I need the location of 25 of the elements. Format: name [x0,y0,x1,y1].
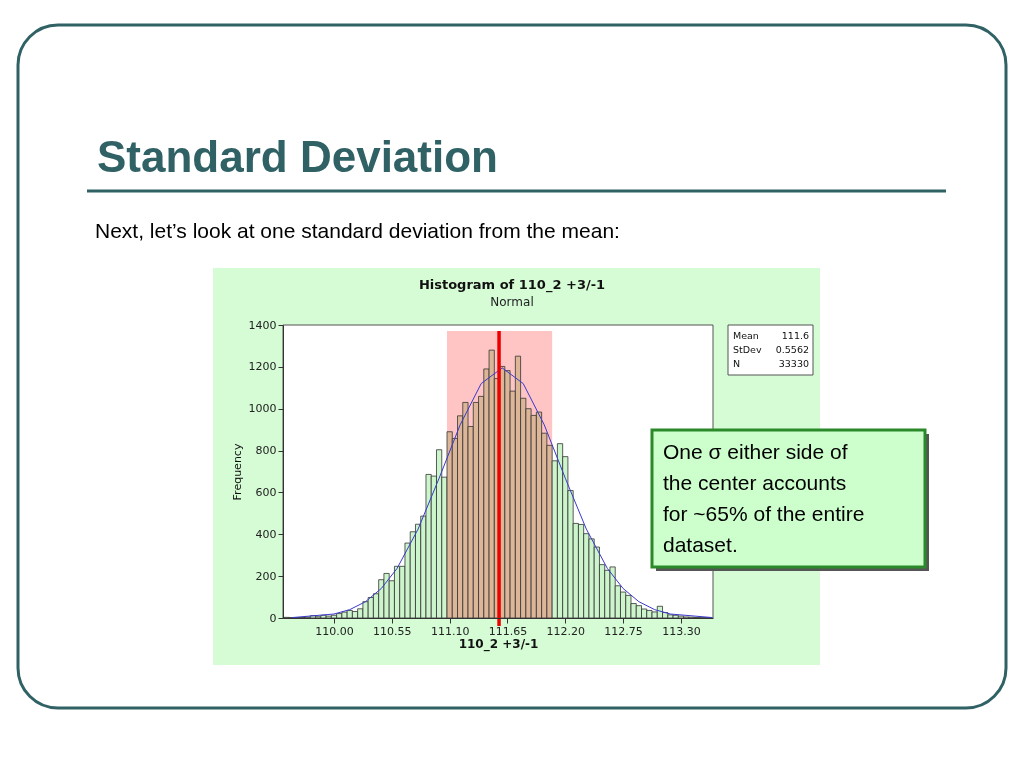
x-tick-label: 110.00 [315,624,354,638]
y-tick-label: 0 [269,611,277,625]
chart-subtitle: Normal [490,295,534,309]
x-tick-label: 112.75 [604,624,643,638]
y-tick-label: 1200 [248,360,277,374]
y-tick-label: 1000 [248,402,277,416]
y-tick-label: 800 [255,444,277,458]
text: Next, let’s look at one standard deviation from the mean: [95,219,620,242]
text: Mean 111.6 [733,330,809,341]
y-axis-title: Frequency [230,443,244,501]
text: Standard Deviation [97,132,498,181]
y-tick-label: 1400 [248,318,277,332]
text: StDev 0.5562 [733,344,809,355]
y-tick-label: 400 [255,527,277,541]
x-tick-label: 110.55 [373,624,412,638]
text: N 33330 [733,358,809,369]
y-tick-label: 200 [255,569,277,583]
x-tick-label: 111.10 [430,624,470,638]
y-tick-label: 600 [255,485,277,499]
x-tick-label: 111.65 [488,624,528,638]
chart-title: Histogram of 110_2 +3/-1 [418,277,606,293]
annotation: One σ either side of the center accounts for ~65% of the entire dataset. [663,440,865,556]
x-axis-title: 110_2 +3/-1 [458,636,539,652]
x-tick-label: 113.30 [662,624,701,638]
x-tick-label: 112.20 [546,624,586,638]
